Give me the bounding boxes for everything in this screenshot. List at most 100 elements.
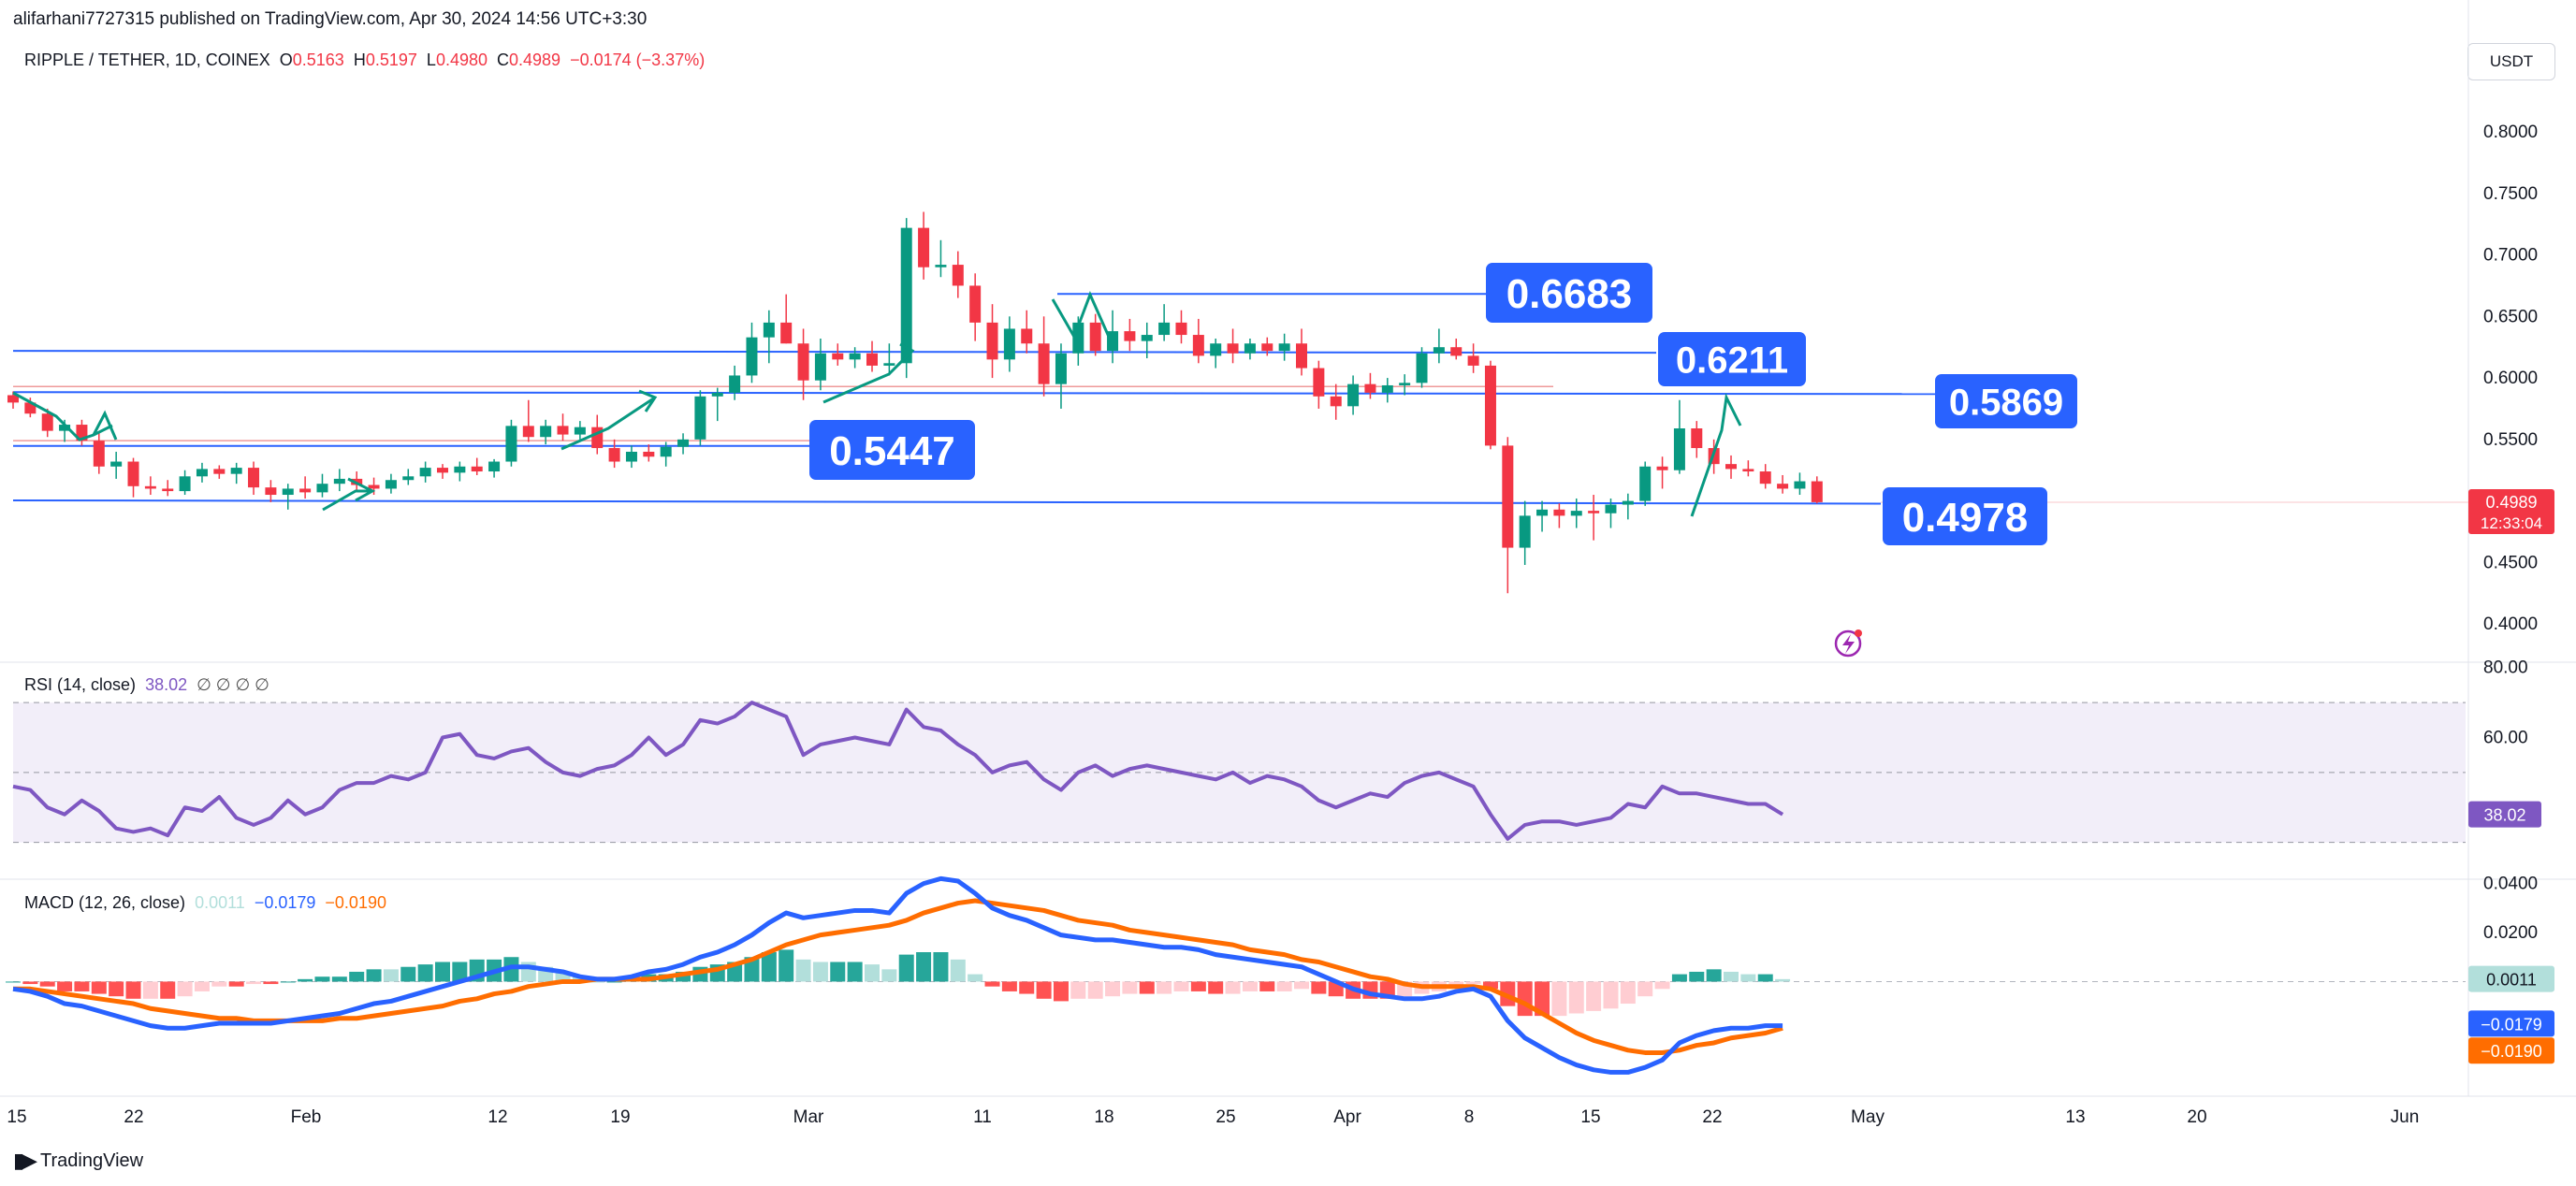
candle [797, 343, 809, 381]
publisher-line: alifarhani7727315 published on TradingVi… [13, 9, 648, 29]
candle [1759, 471, 1771, 485]
candle [1003, 328, 1015, 360]
macd-histogram-bar [91, 981, 107, 994]
pattern-arrow [638, 389, 658, 412]
candle [814, 353, 826, 381]
high-label: H [353, 51, 366, 69]
candle [1210, 343, 1222, 356]
candle [1158, 322, 1171, 336]
rsi-line [12, 701, 1784, 841]
time-tick-label: 25 [1215, 1107, 1235, 1127]
lightning-icon-glyph [1842, 634, 1855, 654]
open-label: O [279, 51, 293, 69]
symbol-name: RIPPLE / TETHER, 1D, COINEX [24, 51, 270, 69]
candle [127, 461, 139, 486]
macd-histogram-bar [1001, 981, 1017, 991]
candle [1450, 347, 1463, 356]
candle [763, 322, 775, 338]
candle [93, 441, 105, 467]
candle [780, 322, 793, 344]
level-line [12, 350, 1657, 354]
macd-histogram-bar [194, 981, 210, 991]
macd-histogram-bar [676, 971, 691, 982]
macd-histogram-bar [109, 981, 124, 997]
time-tick-label: 15 [7, 1107, 26, 1127]
candle [505, 426, 517, 462]
pattern-arrow [92, 410, 118, 441]
candle [694, 396, 706, 440]
candle [1484, 365, 1496, 446]
macd-histogram-bar [1586, 981, 1602, 1011]
open-value: 0.5163 [292, 51, 344, 69]
level-label: 0.5869 [1949, 382, 2063, 423]
time-tick-label: 8 [1464, 1107, 1475, 1127]
macd-histogram-bar [1053, 981, 1069, 1002]
macd-histogram-bar [555, 971, 571, 982]
candle [1742, 469, 1754, 472]
time-tick-label: Apr [1333, 1107, 1361, 1127]
price-tick-label: 0.4000 [2483, 615, 2538, 634]
macd-value-tag [2468, 1010, 2554, 1037]
candle [1261, 343, 1273, 352]
current-price-tag [2468, 489, 2554, 535]
candle [1794, 481, 1806, 489]
candle [608, 448, 620, 462]
tradingview-logo: ▮▶ TradingView [13, 1149, 143, 1173]
rsi-na-values: ∅ ∅ ∅ ∅ [196, 675, 269, 694]
macd-histogram-bar [383, 969, 399, 982]
macd-histogram-bar [1757, 974, 1773, 982]
level-label-box [1486, 263, 1652, 323]
time-tick-label: 19 [610, 1107, 630, 1127]
macd-histogram-bar [1603, 981, 1619, 1009]
time-tick-label: 22 [124, 1107, 143, 1127]
level-label: 0.6683 [1506, 271, 1633, 317]
rsi-value-tag [2468, 801, 2541, 828]
candle [1175, 322, 1187, 336]
macd-histogram-bar [74, 981, 90, 991]
macd-histogram-bar [142, 981, 158, 999]
time-tick-label: 22 [1702, 1107, 1722, 1127]
pattern-arrow [322, 489, 372, 512]
candle [110, 461, 123, 467]
macd-line [12, 875, 1783, 1075]
macd-histogram-bar [761, 952, 777, 982]
candle [488, 461, 501, 472]
macd-histogram-bar [795, 959, 811, 982]
macd-histogram-bar [1568, 981, 1584, 1014]
candle [1433, 347, 1445, 354]
pattern-arrow [1690, 393, 1742, 517]
candle [333, 478, 345, 485]
pattern-arrow [560, 396, 656, 451]
macd-histogram-bar [950, 959, 966, 982]
macd-histogram-bar [1551, 981, 1567, 1017]
level-label-box [1883, 487, 2047, 545]
tradingview-icon: ▮▶ [13, 1149, 37, 1172]
symbol-legend: RIPPLE / TETHER, 1D, COINEX O0.5163 H0.5… [24, 51, 705, 70]
macd-histogram-bar [865, 964, 880, 982]
macd-histogram-bar [39, 981, 55, 987]
rsi-tick-label: 60.00 [2483, 728, 2528, 747]
time-tick-label: 15 [1580, 1107, 1600, 1127]
candle [574, 427, 586, 435]
macd-tick-label: 0.0200 [2483, 923, 2538, 943]
time-tick-label: 18 [1094, 1107, 1113, 1127]
macd-histogram-bar [246, 981, 262, 985]
macd-value-tag-label: −0.0179 [2481, 1015, 2542, 1034]
time-tick-label: Mar [793, 1107, 824, 1127]
macd-histogram-bar [280, 981, 296, 983]
candle [1639, 466, 1652, 501]
macd-signal-value: −0.0190 [325, 893, 386, 912]
macd-histogram-bar [211, 981, 227, 987]
level-line [12, 391, 1938, 396]
candle [540, 426, 552, 438]
candle [1244, 343, 1256, 354]
time-tick-label: 20 [2187, 1107, 2206, 1127]
price-tick-label: 0.7000 [2483, 246, 2538, 266]
currency-button[interactable]: USDT [2467, 43, 2555, 80]
candle [1055, 353, 1067, 384]
candle [1141, 335, 1153, 341]
candle [711, 392, 723, 397]
candle [144, 485, 156, 489]
time-tick-label: May [1851, 1107, 1885, 1127]
